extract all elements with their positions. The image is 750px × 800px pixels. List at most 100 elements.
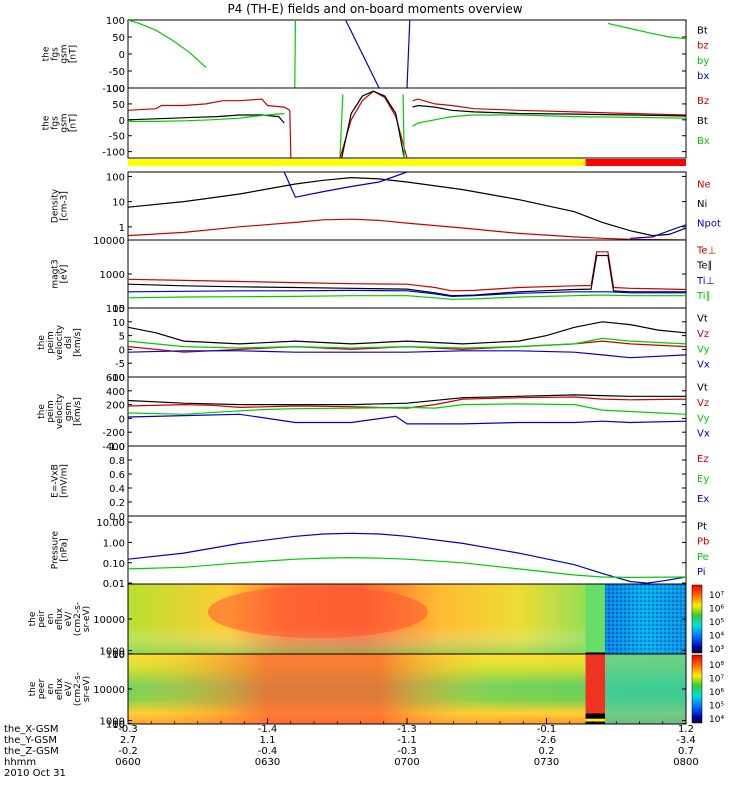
y-axis-label: dsl (64, 336, 74, 349)
series-by-line (128, 20, 207, 69)
x-tick-label: 0.2 (539, 746, 555, 757)
axis-frame (127, 239, 687, 309)
series-Vt-line (128, 321, 686, 345)
y-axis-label: magt3 (51, 259, 61, 288)
y-tick-label: 100 (106, 650, 125, 661)
legend-entry: Te∥ (696, 261, 713, 272)
mode-segment (585, 159, 686, 166)
y-tick-label: -400 (102, 442, 125, 453)
y-tick-label: -10 (109, 373, 125, 384)
legend-entry: Bz (697, 96, 709, 107)
legend-entry: Vx (697, 360, 710, 371)
series-Vy-line (128, 337, 686, 349)
series-Pi-line (128, 532, 686, 584)
legend-entry: Ey (697, 474, 709, 485)
panel-temperature: 10000 1000 100 magt3 [eV] Te⊥ Te∥ Ti⊥ Ti∥ (51, 236, 717, 315)
pos-label-y: the_Y-GSM (4, 735, 57, 746)
series-Vz-line (128, 396, 686, 409)
y-tick-label: 1.0 (109, 442, 125, 453)
y-axis-label: fgs (51, 116, 61, 130)
legend-entry: Ne (697, 180, 711, 191)
plot-title: P4 (TH-E) fields and on-board moments ov… (227, 2, 522, 16)
series-Vx-line (128, 350, 686, 359)
legend-entry: Pi (697, 567, 706, 578)
legend-entry: Pb (697, 537, 709, 548)
y-axis-label: [km/s] (73, 328, 83, 357)
x-tick-label: 0730 (534, 757, 559, 768)
y-axis-label: sr-eV) (82, 676, 92, 702)
legend-entry: bz (697, 41, 709, 52)
x-tick-label: -1.3 (397, 724, 417, 735)
legend-entry: Pt (697, 522, 707, 533)
series-Te∥-line (128, 254, 686, 297)
colorbar-tick-label: 10⁶ (709, 605, 724, 615)
y-axis-label: Density (51, 188, 61, 223)
y-tick-label: 50 (112, 100, 125, 111)
colorbar-tick-label: 10⁴ (709, 632, 724, 642)
y-axis-label: (cm2-s- (73, 672, 83, 706)
y-tick-label: 400 (106, 387, 125, 398)
y-tick-label: 0.01 (103, 579, 125, 590)
y-axis-label: the (37, 335, 47, 350)
panel-fgs_gsm_zoom: 100 50 0 -50 -100 the fgs gsm [nT] Bz Bt Bx (42, 84, 710, 159)
series-Vx-line (128, 413, 686, 425)
y-axis-label: gsm (60, 113, 70, 132)
y-axis-label: eflux (55, 607, 65, 630)
y-axis-label: [cm-3] (60, 191, 70, 221)
y-tick-label: 0 (119, 116, 125, 127)
y-tick-label: 10 (112, 720, 125, 731)
y-tick-label: 0 (119, 50, 125, 61)
colorbar-tick-label: 10⁵ (709, 618, 724, 628)
x-tick-label: 0.7 (678, 746, 694, 757)
heatmap-image (128, 584, 686, 654)
legend-entry: Ex (697, 494, 709, 505)
y-tick-label: 100 (106, 16, 125, 27)
x-tick-label: -0.3 (118, 724, 138, 735)
series-Ni-line (128, 176, 686, 237)
panel-pressure: 10.00 1.00 0.10 0.01 Pressure [nPa] Pt Pb Pe Pi (51, 515, 709, 590)
pos-label-z: the_Z-GSM (4, 746, 59, 757)
y-axis-label: [km/s] (73, 397, 83, 426)
y-tick-label: 10000 (93, 236, 125, 247)
pos-label-hhmm: hhmm (4, 757, 36, 768)
y-axis-label: the (42, 46, 52, 61)
x-tick-label: 0630 (255, 757, 280, 768)
x-tick-label: -1.4 (258, 724, 278, 735)
y-axis-label: en (46, 683, 56, 694)
y-tick-label: -200 (102, 428, 125, 439)
y-axis-label: eV/ (64, 611, 74, 627)
y-tick-label: 100 (106, 84, 125, 95)
legend-entry: Ti⊥ (696, 276, 714, 287)
y-tick-label: 0.0 (109, 512, 125, 523)
y-tick-label: 0.2 (109, 498, 125, 509)
series-Bt-line (128, 114, 285, 124)
y-axis-label: the (42, 115, 52, 130)
series-Ne-line (128, 218, 686, 240)
y-axis-label: E=-VxB (51, 464, 61, 498)
y-tick-label: -100 (102, 148, 125, 159)
time-axis: the_X-GSM the_Y-GSM the_Z-GSM hhmm 2010 … (4, 718, 699, 779)
y-axis-label: velocity (55, 324, 65, 360)
y-axis-label: [nT] (69, 45, 79, 63)
y-axis-label: fgs (51, 47, 61, 61)
series-Bx-line (128, 112, 285, 123)
y-tick-label: -5 (115, 359, 125, 370)
legend-entry: Vy (697, 344, 710, 355)
y-tick-label: 10 (112, 198, 125, 209)
colorbar-tick-label: 10⁷ (709, 591, 724, 601)
y-tick-label: 600 (106, 373, 125, 384)
series-Bz-line (339, 90, 408, 158)
y-tick-label: 1.00 (103, 538, 125, 549)
series-Vy-line (128, 403, 686, 415)
colorbar-tick-label: 10³ (709, 645, 724, 655)
series-Npot-line (283, 172, 408, 198)
y-axis-label: [eV] (60, 265, 70, 284)
axis-frame (127, 87, 687, 159)
legend-entry: Bx (697, 136, 710, 147)
x-tick-label: 0800 (673, 757, 698, 768)
axis-frame (127, 445, 687, 517)
series-Bx-line (412, 114, 686, 127)
y-axis-label: Pressure (51, 530, 61, 569)
series-Ti⊥-line (128, 289, 686, 298)
